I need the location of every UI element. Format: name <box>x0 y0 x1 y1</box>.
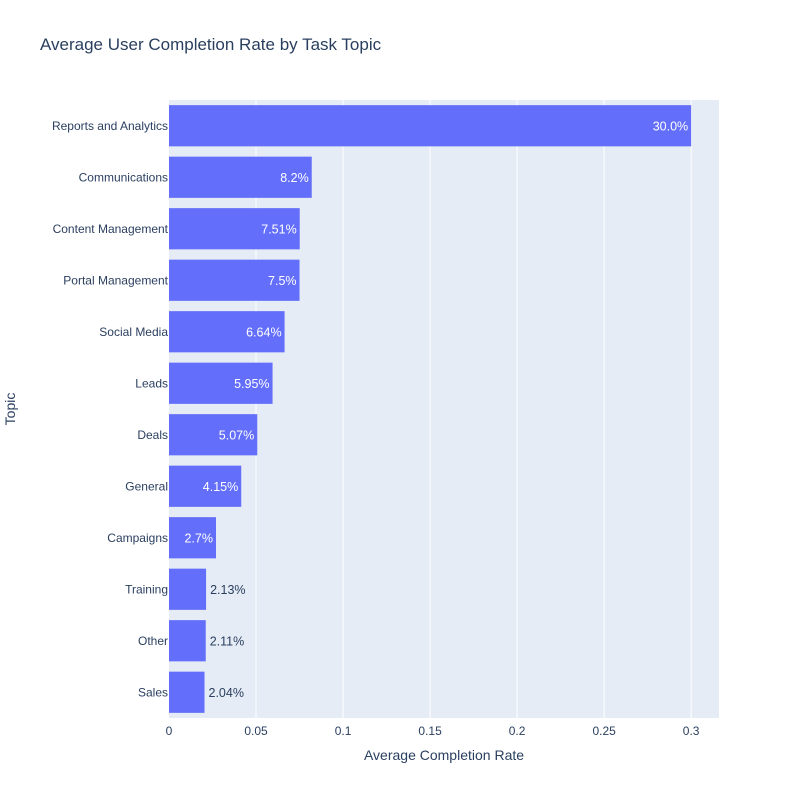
bar-data-label: 4.15% <box>203 480 238 494</box>
bar <box>169 208 300 250</box>
x-tick-label: 0.05 <box>244 724 268 738</box>
y-tick-label: Communications <box>79 170 168 184</box>
gridlines <box>255 100 692 718</box>
bar <box>169 465 242 507</box>
y-tick-label: Campaigns <box>107 531 168 545</box>
y-tick-label: General <box>125 479 168 493</box>
x-axis-title: Average Completion Rate <box>364 747 524 763</box>
bar <box>169 414 258 456</box>
x-tick-label: 0.3 <box>683 724 700 738</box>
bar <box>169 671 205 713</box>
y-tick-label: Reports and Analytics <box>52 119 168 133</box>
bar <box>169 568 207 610</box>
y-tick-label: Deals <box>137 428 168 442</box>
chart-title: Average User Completion Rate by Task Top… <box>40 35 382 54</box>
data-labels: 30.0% 8.2% 7.51% 7.5% 6.64% 5.95% 5.07% 4.15% 2.… <box>184 119 688 700</box>
bar-data-label: 2.04% <box>209 686 244 700</box>
plot-area <box>169 100 719 718</box>
y-tick-label: Other <box>138 634 168 648</box>
bars <box>169 105 692 713</box>
y-axis-title: Topic <box>2 393 18 426</box>
y-axis-tick-labels: Reports and Analytics Communications Conte… <box>52 119 169 700</box>
y-tick-label: Social Media <box>99 325 168 339</box>
bar <box>169 105 692 147</box>
bar-data-label: 30.0% <box>653 119 688 133</box>
bar-data-label: 7.51% <box>261 222 296 236</box>
bar-data-label: 2.7% <box>184 531 213 545</box>
bar-data-label: 2.13% <box>210 583 245 597</box>
y-tick-label: Sales <box>138 685 168 699</box>
x-tick-label: 0.1 <box>335 724 352 738</box>
bar <box>169 156 312 198</box>
bar <box>169 362 273 404</box>
bar-data-label: 8.2% <box>280 171 309 185</box>
y-tick-label: Leads <box>135 376 168 390</box>
bar <box>169 620 206 662</box>
x-tick-label: 0.15 <box>418 724 442 738</box>
bar-data-label: 5.07% <box>219 428 254 442</box>
bar-data-label: 7.5% <box>268 274 297 288</box>
y-tick-label: Content Management <box>53 222 169 236</box>
bar <box>169 311 285 353</box>
x-tick-label: 0.25 <box>592 724 616 738</box>
y-tick-label: Training <box>125 582 168 596</box>
bar <box>169 517 216 559</box>
y-tick-label: Portal Management <box>63 273 168 287</box>
bar-data-label: 2.11% <box>210 634 245 648</box>
x-axis-tick-labels: 0 0.05 0.1 0.15 0.2 0.25 0.3 <box>166 724 700 738</box>
x-tick-label: 0 <box>166 724 173 738</box>
bar <box>169 259 300 301</box>
x-tick-label: 0.2 <box>509 724 526 738</box>
bar-data-label: 5.95% <box>234 377 269 391</box>
bar-data-label: 6.64% <box>246 325 281 339</box>
